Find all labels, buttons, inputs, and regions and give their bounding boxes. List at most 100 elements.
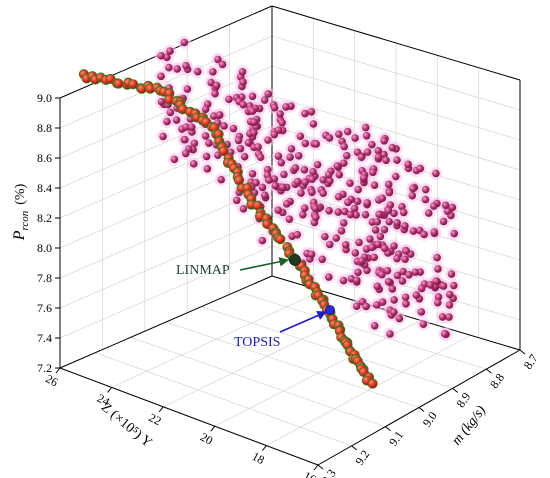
cloud-point [369,168,377,177]
cloud-point [449,281,458,290]
cloud-point [355,238,363,247]
cloud-point [291,164,300,172]
cloud-point [321,232,329,241]
cloud-point [335,130,343,138]
cloud-point [165,63,173,72]
y-tick-label: 8.7 [521,352,541,372]
cloud-point [163,117,171,126]
x-tick [313,464,319,471]
cloud-point [373,217,382,226]
cloud-point [260,96,269,104]
cloud-point [277,158,286,167]
z-tick-label: 7.8 [37,271,52,285]
cloud-point [287,144,296,153]
cloud-point [426,281,435,289]
cloud-point [334,193,343,201]
z-tick-label: 7.4 [37,331,52,345]
cloud-point [417,308,426,316]
z-tick-label: 8.8 [37,121,52,135]
cloud-point [187,123,196,131]
x-tick [55,367,61,374]
cloud-point [374,146,383,155]
cloud-point [385,188,394,197]
cloud-point [319,189,328,198]
cloud-point [363,148,372,156]
cloud-point [351,134,359,142]
grid-line-y-floor [130,336,386,428]
z-axis-title-unit: (%) [13,183,28,204]
y-tick-label: 9.1 [386,428,406,448]
cloud-point [301,139,310,148]
cloud-point [218,60,227,69]
cloud-point [439,217,448,226]
cloud-point [271,181,280,190]
cloud-point [278,118,286,127]
cloud-point [370,321,379,330]
z-tick-label: 7.6 [37,301,52,315]
cloud-point [398,277,407,285]
z-tick-label: 7.2 [37,361,52,375]
cloud-point [278,183,287,192]
topsis-label: TOPSIS [234,335,280,350]
cloud-point [421,195,430,204]
x-tick [262,445,267,451]
cloud-point [447,270,456,278]
topsis-point [325,305,335,315]
cloud-point [393,254,401,263]
y-tick [317,464,324,470]
cloud-point [258,236,267,245]
cloud-point [393,218,401,227]
cloud-point [286,153,294,161]
cloud-point [401,293,410,302]
cloud-point [311,204,320,213]
cloud-point [239,100,247,109]
cloud-point [217,175,225,184]
cloud-point [301,109,309,118]
cloud-point [258,183,267,192]
cloud-point [332,234,341,242]
cloud-point [346,179,354,188]
cloud-point [432,169,440,178]
cloud-point [324,170,333,179]
cloud-point [297,189,305,197]
y-tick [519,349,526,355]
cloud-point [211,89,219,98]
axis-edge-x [59,367,319,466]
cloud-point [445,301,454,309]
y-tick-label: 8.9 [453,390,473,410]
grid-line-z-left [59,35,273,129]
series-cloud [154,35,461,341]
cloud-point [390,242,398,250]
cloud-point [263,165,272,174]
cloud-point [385,217,393,226]
z-tick-label: 8.4 [37,181,52,195]
cloud-point [443,207,452,216]
cloud-point [193,67,202,76]
cloud-point [380,244,389,253]
cloud-point [173,65,182,73]
cloud-point [342,151,351,160]
cloud-point [282,103,290,111]
cloud-point [388,285,397,293]
cloud-point [182,61,190,70]
cloud-point [166,47,174,55]
cloud-point [270,130,279,139]
cloud-point [181,135,189,144]
cloud-point [274,152,283,160]
frame-edge-top-right [271,5,521,81]
cloud-point [401,222,409,230]
y-tick [418,407,425,412]
cloud-point [441,201,450,210]
cloud-point [417,284,426,293]
cloud-point [376,232,385,241]
y-tick [351,445,357,451]
cloud-point [344,198,352,207]
grid-line-y-floor [95,352,352,447]
cloud-point [254,143,262,151]
cloud-point [373,282,382,291]
cloud-point [248,107,257,115]
cloud-point [354,185,363,194]
cloud-point [434,265,442,273]
cloud-point [380,225,389,234]
